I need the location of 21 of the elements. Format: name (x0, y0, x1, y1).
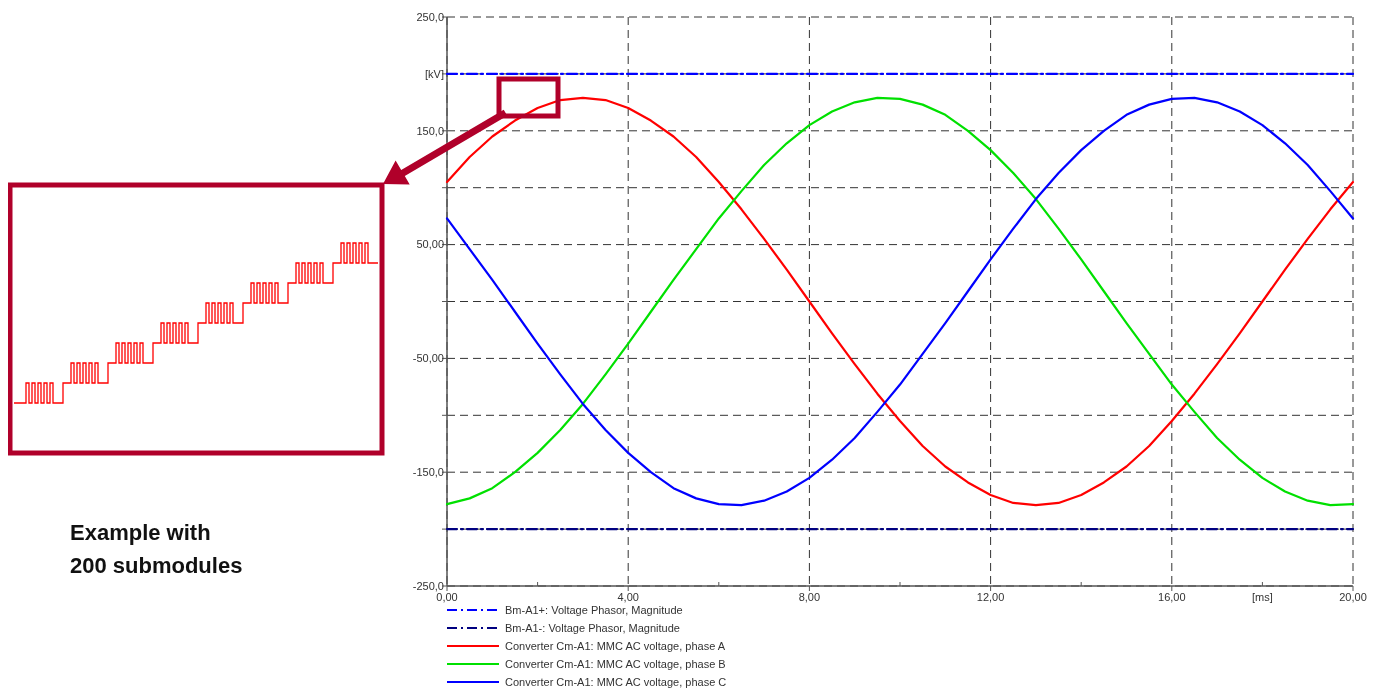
legend-label: Bm-A1+: Voltage Phasor, Magnitude (505, 603, 683, 616)
y-tick-label: 150,0 (416, 124, 444, 137)
legend-label: Converter Cm-A1: MMC AC voltage, phase C (505, 675, 727, 688)
y-tick-label: -150,0 (412, 466, 444, 479)
legend-label: Bm-A1-: Voltage Phasor, Magnitude (505, 621, 680, 634)
y-tick-label: 50,00 (416, 238, 444, 251)
y-axis-title: [kV] (425, 67, 444, 80)
x-tick-label: 20,00 (1339, 591, 1367, 603)
x-tick-label: 0,00 (436, 591, 458, 603)
y-tick-label: 250,0 (416, 10, 444, 23)
line-series (445, 96, 1355, 507)
x-tick-label: 4,00 (617, 591, 639, 603)
x-tick-label: 8,00 (798, 591, 821, 603)
y-tick-label: -50,00 (412, 352, 444, 365)
legend-label: Converter Cm-A1: MMC AC voltage, phase B (505, 657, 726, 670)
x-tick-label: 16,00 (1158, 591, 1186, 603)
x-axis-title: [ms] (1252, 591, 1273, 603)
y-tick-label: -250,0 (412, 579, 444, 592)
text: Example with 200 submodules (70, 520, 243, 578)
legend-label: Converter Cm-A1: MMC AC voltage, phase A (505, 639, 726, 652)
x-tick-label: 12,00 (976, 591, 1005, 603)
